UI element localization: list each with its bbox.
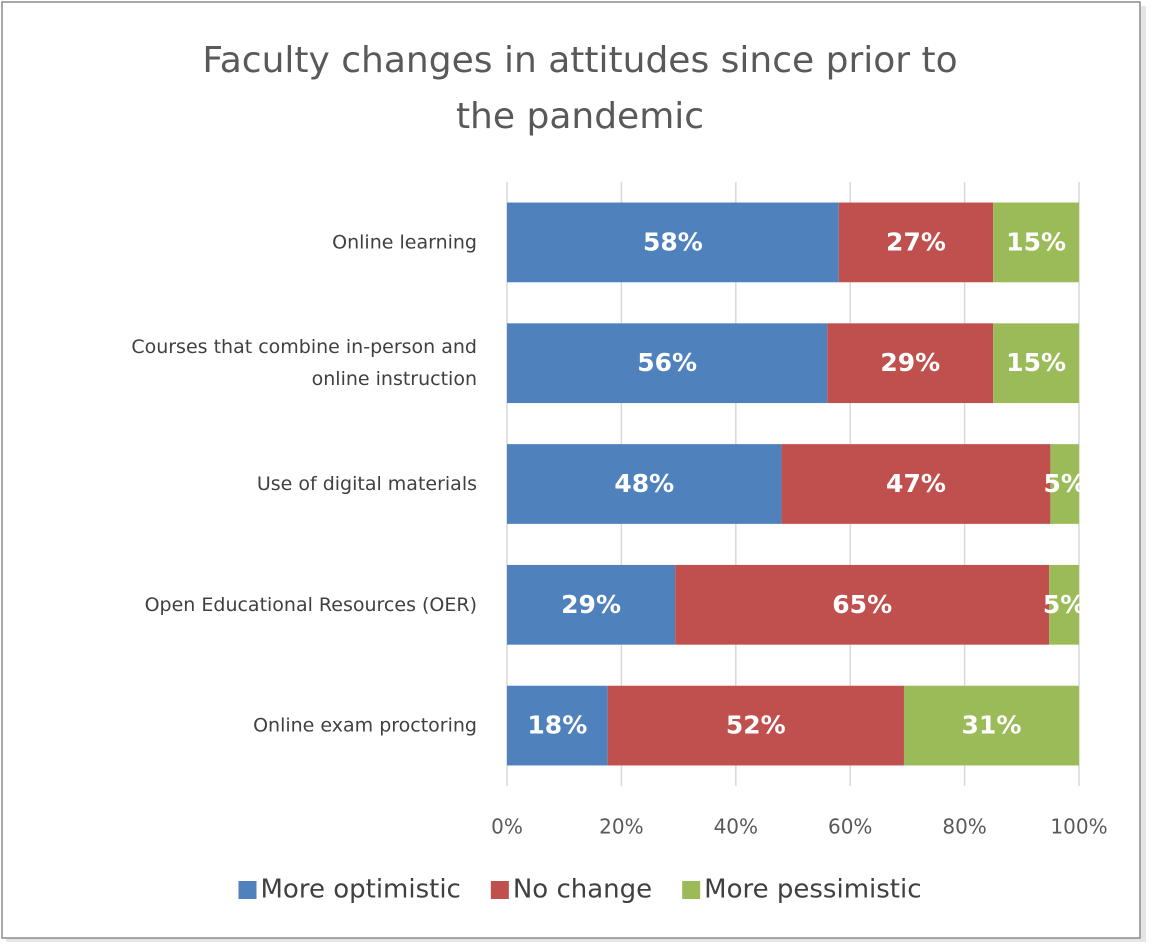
bar-segment [838, 202, 994, 283]
y-tick-label: Courses that combine in-person and online… [131, 336, 477, 390]
data-label: 52% [726, 711, 786, 740]
x-tick-label: 0% [491, 815, 523, 839]
bar-segment [1050, 444, 1079, 524]
bar-segment [903, 685, 1079, 766]
bar-segment [1049, 564, 1079, 645]
legend: More optimistic No change More pessimistic [238, 875, 922, 905]
data-label: 18% [527, 711, 587, 740]
chart-title: Faculty changes in attitudes since prior… [202, 40, 957, 137]
data-label: 5% [1043, 469, 1085, 498]
bar-segment [993, 202, 1079, 283]
y-tick-label: Online exam proctoring [253, 714, 477, 736]
bar-segment [507, 564, 676, 645]
legend-swatch [490, 881, 509, 899]
legend-swatch [682, 881, 701, 899]
data-label: 47% [886, 469, 946, 498]
bar-segment [507, 202, 839, 283]
data-label: 31% [962, 711, 1022, 740]
bar-segment [827, 323, 994, 404]
data-label: 29% [561, 590, 621, 619]
data-label: 27% [886, 227, 946, 256]
bar-segment [507, 685, 608, 766]
data-label: 15% [1006, 227, 1066, 256]
data-label: 48% [614, 469, 674, 498]
x-tick-label: 60% [828, 815, 872, 839]
y-tick-label: Online learning [332, 231, 477, 253]
legend-label: More optimistic [260, 875, 460, 905]
data-label: 65% [832, 590, 892, 619]
data-label: 15% [1006, 348, 1066, 377]
data-label: 5% [1043, 590, 1085, 619]
legend-swatch [238, 881, 257, 899]
bar-segment [675, 564, 1050, 645]
bar-segment [607, 685, 904, 766]
y-tick-label: Use of digital materials [257, 473, 477, 495]
bar-segment [781, 444, 1051, 524]
legend-label: More pessimistic [704, 875, 921, 905]
y-tick-label: Open Educational Resources (OER) [145, 593, 477, 615]
x-tick-label: 100% [1050, 815, 1107, 839]
data-label: 56% [637, 348, 697, 377]
bar-segment [993, 323, 1079, 404]
x-tick-label: 20% [599, 815, 643, 839]
legend-label: No change [513, 875, 652, 905]
bar-segment [507, 323, 828, 404]
x-tick-label: 40% [714, 815, 758, 839]
data-label: 58% [643, 227, 703, 256]
bar-segment [507, 444, 782, 524]
data-label: 29% [880, 348, 940, 377]
x-tick-label: 80% [942, 815, 986, 839]
